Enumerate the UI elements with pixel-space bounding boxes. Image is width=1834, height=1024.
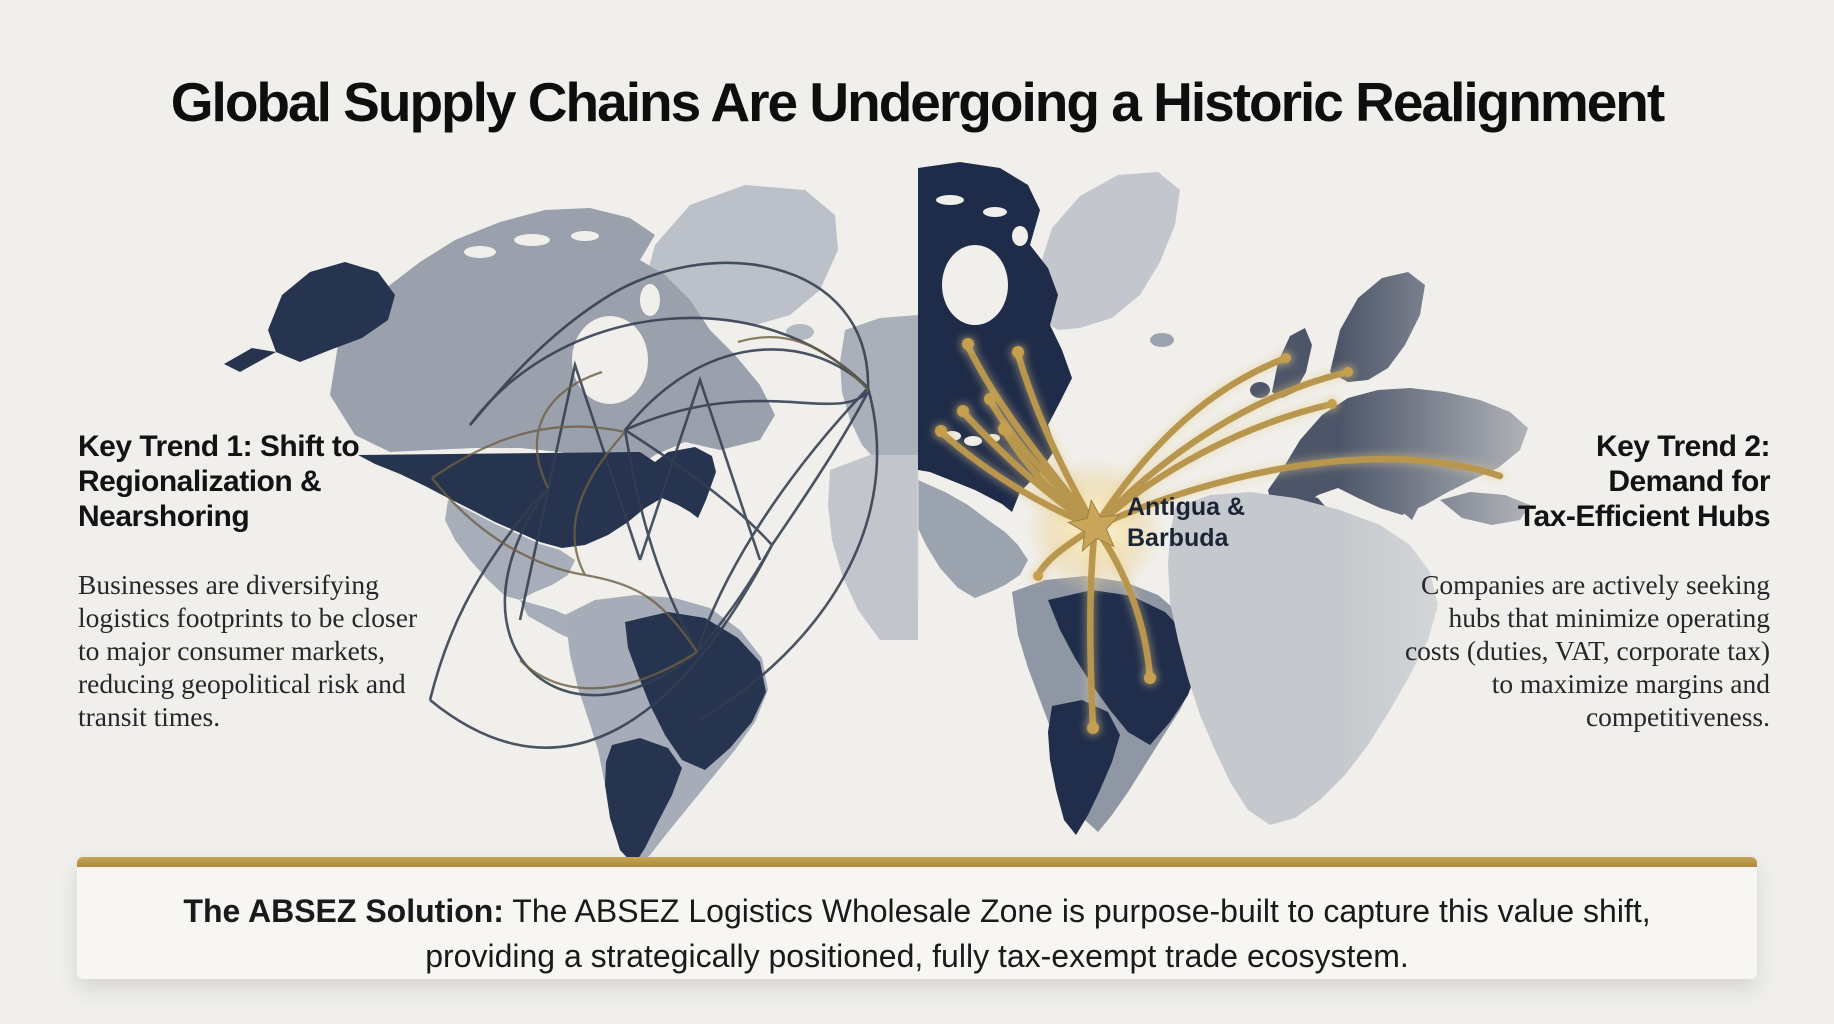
- key-trend-2-heading-line1: Key Trend 2:: [1595, 430, 1771, 463]
- key-trend-2-heading-line3: Tax-Efficient Hubs: [1517, 499, 1771, 533]
- key-trend-1-body: Businesses are diversifying logistics fo…: [78, 569, 418, 733]
- key-trend-1-heading-line2: Regionalization &: [78, 464, 322, 498]
- banner-gold-bar: [77, 857, 1757, 867]
- key-trend-1-block: Key Trend 1: Shift to Regionalization & …: [78, 430, 430, 733]
- key-trend-1-heading: Key Trend 1: Shift to Regionalization & …: [78, 430, 430, 534]
- hub-label-line1: Antigua &: [1127, 493, 1246, 521]
- chaotic-routes-lines-bronze: [431, 336, 869, 690]
- key-trend-2-heading: Key Trend 2: Demand for Tax-Efficient Hu…: [1398, 430, 1771, 534]
- key-trend-2-block: Key Trend 2: Demand for Tax-Efficient Hu…: [1398, 430, 1771, 733]
- left-map-chaotic: [224, 185, 918, 868]
- key-trend-2-body: Companies are actively seeking hubs that…: [1404, 569, 1770, 733]
- banner-lead: The ABSEZ Solution:: [183, 893, 504, 929]
- hub-label-line2: Barbuda: [1127, 523, 1229, 552]
- gold-route-arcs: [935, 338, 1500, 734]
- solution-banner: The ABSEZ Solution: The ABSEZ Logistics …: [77, 857, 1757, 979]
- page-title: Global Supply Chains Are Undergoing a Hi…: [170, 71, 1665, 133]
- banner-body: The ABSEZ Logistics Wholesale Zone is pu…: [425, 893, 1651, 975]
- banner-text: The ABSEZ Solution: The ABSEZ Logistics …: [167, 867, 1667, 979]
- key-trend-1-heading-line3: Nearshoring: [78, 499, 250, 533]
- key-trend-2-heading-line2: Demand for: [1608, 464, 1770, 498]
- key-trend-1-heading-line1: Key Trend 1: Shift to: [78, 430, 360, 463]
- hub-label: Antigua & Barbuda: [1127, 492, 1245, 553]
- hub-star-icon: [1067, 498, 1121, 553]
